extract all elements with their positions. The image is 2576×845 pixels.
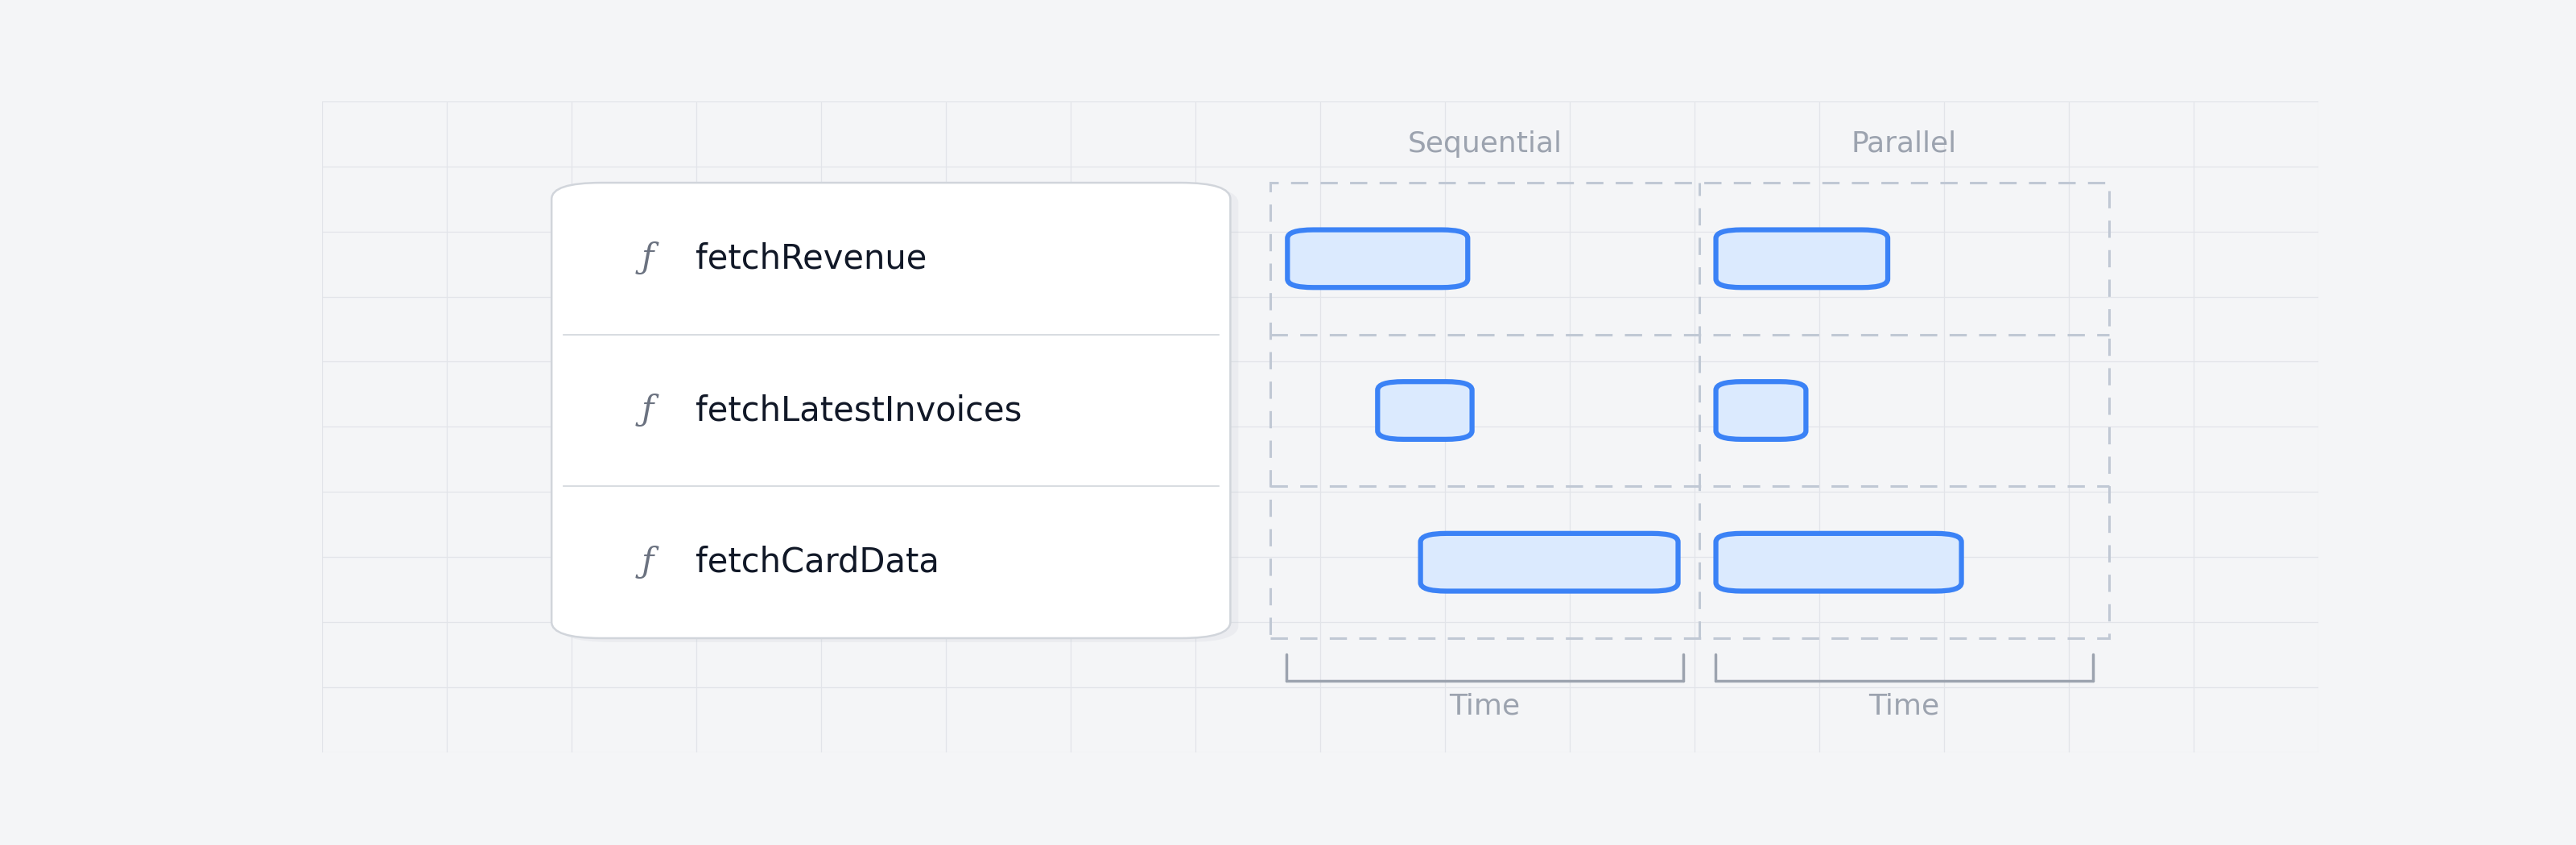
FancyBboxPatch shape — [559, 187, 1239, 642]
FancyBboxPatch shape — [1288, 230, 1468, 287]
FancyBboxPatch shape — [551, 183, 1231, 638]
FancyBboxPatch shape — [1378, 382, 1471, 439]
Text: Time: Time — [1868, 693, 1940, 720]
Text: Time: Time — [1450, 693, 1520, 720]
Text: Sequential: Sequential — [1406, 130, 1561, 157]
FancyBboxPatch shape — [1716, 230, 1888, 287]
Text: ƒ: ƒ — [641, 242, 654, 275]
FancyBboxPatch shape — [1419, 533, 1677, 591]
FancyBboxPatch shape — [1716, 382, 1806, 439]
Text: ƒ: ƒ — [641, 545, 654, 579]
Text: Parallel: Parallel — [1852, 130, 1958, 157]
Text: fetchLatestInvoices: fetchLatestInvoices — [696, 394, 1023, 428]
Text: fetchCardData: fetchCardData — [696, 545, 940, 579]
Text: fetchRevenue: fetchRevenue — [696, 242, 927, 275]
FancyBboxPatch shape — [1716, 533, 1960, 591]
Text: ƒ: ƒ — [641, 394, 654, 428]
